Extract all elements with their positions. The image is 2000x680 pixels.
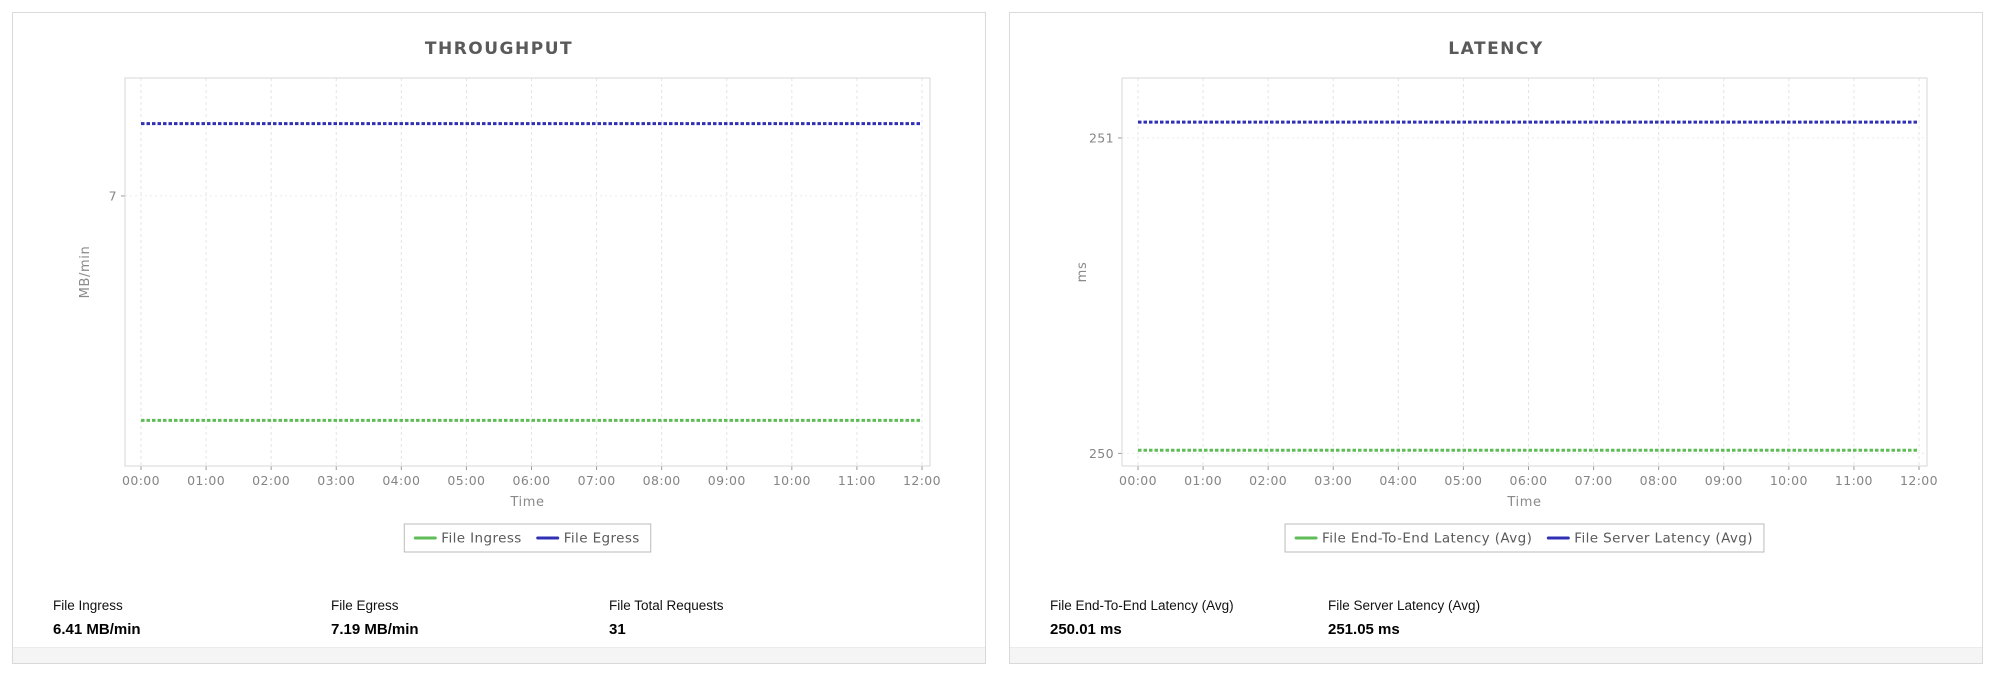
y-axis-title: ms [1075, 262, 1090, 283]
legend-box [403, 523, 652, 553]
stat-value: 250.01 ms [1050, 621, 1122, 638]
svg-text:08:00: 08:00 [643, 473, 681, 488]
latency-chart-title: LATENCY [1448, 39, 1544, 59]
stat-value: 7.19 MB/min [331, 621, 419, 638]
svg-text:07:00: 07:00 [578, 473, 616, 488]
panel-footer [1010, 647, 1982, 663]
svg-text:06:00: 06:00 [512, 473, 550, 488]
legend-label: File Ingress [441, 531, 521, 547]
svg-text:03:00: 03:00 [1314, 473, 1352, 488]
chart-legend: File Ingress File Egress [403, 523, 652, 553]
legend-item-file-end-to-end-latency-avg[interactable]: File End-To-End Latency (Avg) [1294, 531, 1532, 547]
legend-label: File Server Latency (Avg) [1574, 531, 1753, 547]
svg-text:250: 250 [1089, 446, 1114, 461]
svg-text:04:00: 04:00 [1379, 473, 1417, 488]
legend-item-file-egress[interactable]: File Egress [536, 531, 640, 547]
svg-text:02:00: 02:00 [252, 473, 290, 488]
legend-box [1284, 523, 1765, 553]
svg-text:7: 7 [109, 188, 117, 203]
svg-text:00:00: 00:00 [1119, 473, 1157, 488]
legend-label: File End-To-End Latency (Avg) [1322, 531, 1532, 547]
svg-text:04:00: 04:00 [382, 473, 420, 488]
stat-file-egress: File Egress 7.19 MB/min [331, 597, 609, 638]
legend-item-file-server-latency-avg[interactable]: File Server Latency (Avg) [1546, 531, 1753, 547]
svg-text:12:00: 12:00 [903, 473, 941, 488]
legend-label: File Egress [564, 531, 640, 547]
x-axis-title: Time [1506, 495, 1541, 510]
stat-label: File Server Latency (Avg) [1328, 598, 1481, 613]
svg-text:09:00: 09:00 [708, 473, 746, 488]
svg-text:02:00: 02:00 [1249, 473, 1287, 488]
svg-text:07:00: 07:00 [1575, 473, 1613, 488]
svg-text:06:00: 06:00 [1509, 473, 1547, 488]
svg-text:01:00: 01:00 [187, 473, 225, 488]
stat-label: File End-To-End Latency (Avg) [1050, 598, 1234, 613]
latency-chart: 00:00 01:00 02:00 03:00 04:00 05:00 06:00 07:00… [1075, 77, 1938, 553]
svg-text:05:00: 05:00 [447, 473, 485, 488]
svg-text:05:00: 05:00 [1444, 473, 1482, 488]
stat-file-server-latency-avg: File Server Latency (Avg) 251.05 ms [1328, 597, 1606, 638]
svg-text:11:00: 11:00 [1835, 473, 1873, 488]
svg-text:12:00: 12:00 [1900, 473, 1938, 488]
latency-stats-row: File End-To-End Latency (Avg) 250.01 ms … [1050, 597, 1606, 638]
stat-value: 31 [609, 621, 626, 638]
stat-label: File Egress [331, 598, 399, 613]
y-axis-title: MB/min [78, 246, 93, 299]
svg-text:09:00: 09:00 [1705, 473, 1743, 488]
svg-text:01:00: 01:00 [1184, 473, 1222, 488]
stat-value: 251.05 ms [1328, 621, 1400, 638]
stat-file-ingress: File Ingress 6.41 MB/min [53, 597, 331, 638]
legend-item-file-ingress[interactable]: File Ingress [413, 531, 521, 547]
throughput-panel: THROUGHPUT 00:00 01:00 02:00 03:00 04:00 05:0… [12, 12, 986, 664]
throughput-stats-row: File Ingress 6.41 MB/min File Egress 7.1… [53, 597, 887, 638]
throughput-chart: 00:00 01:00 02:00 03:00 04:00 05:00 06:00 07:00… [78, 77, 941, 553]
svg-text:08:00: 08:00 [1640, 473, 1678, 488]
svg-text:03:00: 03:00 [317, 473, 355, 488]
panel-footer [13, 647, 985, 663]
throughput-chart-title: THROUGHPUT [424, 39, 574, 59]
svg-text:11:00: 11:00 [838, 473, 876, 488]
svg-text:251: 251 [1089, 130, 1114, 145]
svg-text:10:00: 10:00 [773, 473, 811, 488]
stat-label: File Ingress [53, 598, 123, 613]
svg-text:10:00: 10:00 [1770, 473, 1808, 488]
svg-text:00:00: 00:00 [122, 473, 160, 488]
stat-label: File Total Requests [609, 598, 724, 613]
latency-panel: LATENCY 00:00 01:00 02:00 03:00 04:00 05:00 06… [1009, 12, 1983, 664]
stat-file-end-to-end-latency-avg: File End-To-End Latency (Avg) 250.01 ms [1050, 597, 1328, 638]
stat-value: 6.41 MB/min [53, 621, 141, 638]
x-axis-title: Time [509, 495, 544, 510]
chart-legend: File End-To-End Latency (Avg) File Server… [1284, 523, 1765, 553]
stat-file-total-requests: File Total Requests 31 [609, 597, 887, 638]
